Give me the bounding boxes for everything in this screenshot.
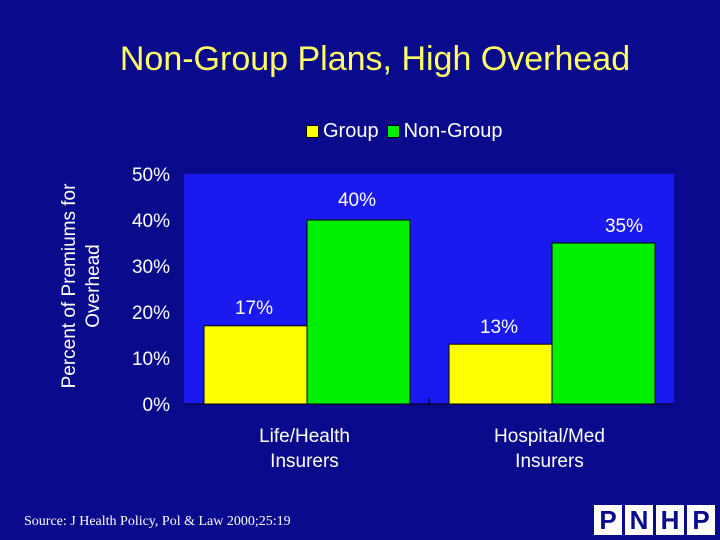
y-tick-label: 40% — [132, 211, 170, 232]
data-label: 13% — [480, 317, 518, 338]
chart-title: Non-Group Plans, High Overhead — [119, 40, 631, 78]
logo-letter-n: N — [625, 505, 653, 535]
legend-item-group: Group — [306, 120, 379, 143]
y-tick-label: 0% — [143, 395, 171, 416]
logo-letter-h: H — [656, 505, 684, 535]
y-tick-label: 30% — [132, 257, 170, 278]
y-tick-label: 10% — [132, 349, 170, 370]
y-tick-label: 50% — [132, 165, 170, 186]
x-tick-label: Insurers — [515, 451, 584, 472]
legend-swatch-group — [306, 125, 319, 138]
legend: Group Non-Group — [306, 120, 511, 143]
bar-group-1 — [203, 325, 308, 405]
legend-swatch-non-group — [386, 125, 400, 138]
y-tick-label: 20% — [132, 303, 170, 324]
legend-label-non-group: Non-Group — [403, 120, 503, 142]
source-citation: Source: J Health Policy, Pol & Law 2000;… — [24, 514, 291, 529]
data-label: 35% — [605, 216, 643, 237]
data-label: 40% — [338, 190, 376, 211]
logo-letter-p2: P — [687, 505, 715, 535]
x-tick-label: Life/Health — [259, 426, 350, 447]
bar-non-group-2 — [551, 242, 656, 405]
x-tick-label: Insurers — [270, 451, 339, 472]
pnhp-logo: P N H P — [594, 505, 718, 535]
data-label: 17% — [235, 298, 273, 319]
bar-chart: 0% 10% 20% 30% 40% 50% 17% 40% Life/Health Insure… — [132, 165, 674, 472]
legend-label-group: Group — [323, 120, 379, 142]
bar-non-group-1 — [306, 219, 411, 405]
logo-letter-p1: P — [594, 505, 622, 535]
x-tick-label: Hospital/Med — [494, 426, 605, 447]
bar-group-2 — [448, 343, 553, 405]
legend-item-non-group: Non-Group — [386, 120, 503, 143]
